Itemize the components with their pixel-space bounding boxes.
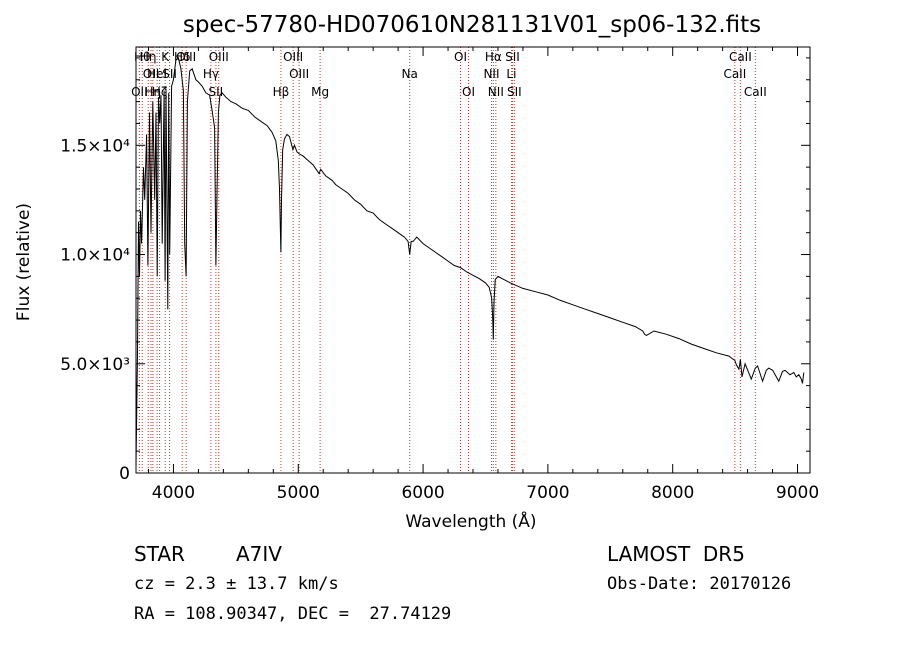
x-tick-label: 4000 xyxy=(152,483,195,503)
marker-label-18: Na xyxy=(402,67,418,81)
line-marker-labels: OIIHθHηOIIHηHeIHζKSIIHδOIIIHγSIIOIIIHβOI… xyxy=(131,50,767,99)
line-markers xyxy=(138,47,756,473)
object-class: STAR xyxy=(134,542,185,566)
marker-label-26: SII xyxy=(507,85,522,99)
marker-label-28: CaII xyxy=(729,50,752,64)
y-tick-label: 1.5×10⁴ xyxy=(60,136,130,156)
marker-label-15: OIII xyxy=(283,50,303,64)
x-tick-label: 8000 xyxy=(651,483,694,503)
marker-label-19: OI xyxy=(454,50,467,64)
observation-date: Obs-Date: 20170126 xyxy=(607,574,792,594)
y-tick-label: 0 xyxy=(119,464,130,484)
y-axis-label: Flux (relative) xyxy=(14,203,34,321)
marker-label-3: OII xyxy=(143,67,160,81)
marker-label-22: Hα xyxy=(485,50,502,64)
y-tick-label: 1.0×10⁴ xyxy=(60,246,130,266)
marker-label-7: K xyxy=(161,50,170,64)
marker-label-13: OIII xyxy=(209,50,229,64)
marker-label-29: CaII xyxy=(744,85,767,99)
x-axis: 4000 5000 6000 7000 8000 9000 xyxy=(147,47,819,503)
spectrum-line xyxy=(135,56,805,467)
marker-label-11: Hγ xyxy=(203,67,219,81)
marker-label-10: OIII xyxy=(176,50,196,64)
marker-label-5: HeI xyxy=(147,67,167,81)
marker-label-27: CaII xyxy=(723,67,746,81)
marker-label-2: Hη xyxy=(140,50,157,64)
marker-label-0: OII xyxy=(131,85,148,99)
marker-label-14: Hβ xyxy=(273,85,290,99)
redshift-velocity: cz = 2.3 ± 13.7 km/s xyxy=(134,574,339,594)
marker-label-12: SII xyxy=(209,85,224,99)
y-tick-label: 5.0×10³ xyxy=(60,355,130,375)
y-axis: 0 5.0×10³ 1.0×10⁴ 1.5×10⁴ xyxy=(60,57,810,484)
marker-label-17: Mg xyxy=(311,85,329,99)
marker-label-1: Hθ xyxy=(134,50,150,64)
plot-frame xyxy=(135,46,811,474)
survey-release: LAMOST DR5 xyxy=(607,542,745,566)
spectral-subclass: A7IV xyxy=(236,542,282,566)
x-axis-label: Wavelength (Å) xyxy=(405,510,536,532)
x-tick-label: 5000 xyxy=(277,483,320,503)
marker-label-24: Li xyxy=(506,67,516,81)
marker-label-9: Hδ xyxy=(174,50,190,64)
marker-label-6: Hζ xyxy=(152,85,168,99)
marker-label-16: OIII xyxy=(289,67,309,81)
x-tick-label: 9000 xyxy=(776,483,819,503)
marker-label-20: OI xyxy=(462,85,475,99)
marker-label-23: NII xyxy=(488,85,504,99)
x-tick-label: 7000 xyxy=(526,483,569,503)
marker-label-21: NII xyxy=(483,67,499,81)
coordinates: RA = 108.90347, DEC = 27.74129 xyxy=(134,604,452,624)
marker-label-25: SII xyxy=(505,50,520,64)
marker-label-4: Hη xyxy=(145,85,162,99)
chart-title: spec-57780-HD070610N281131V01_sp06-132.f… xyxy=(183,12,761,38)
x-tick-label: 6000 xyxy=(401,483,444,503)
